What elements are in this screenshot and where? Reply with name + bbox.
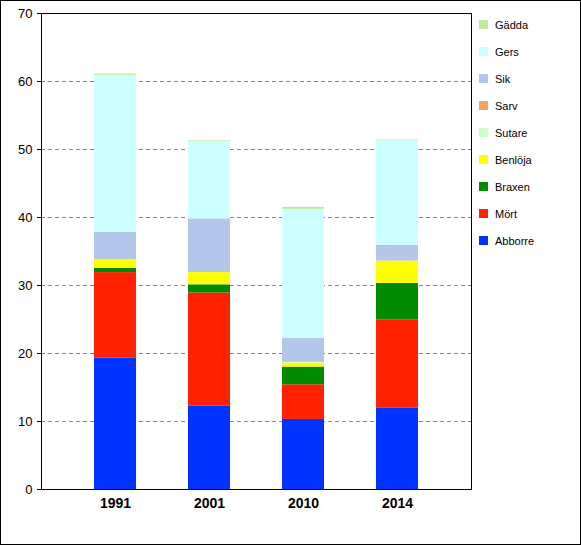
html-text:Sutare: Sutare bbox=[495, 126, 528, 139]
html-text:Gers: Gers bbox=[495, 45, 519, 58]
svg-text:50: 50 bbox=[18, 142, 32, 157]
svg-text:2010: 2010 bbox=[288, 495, 319, 511]
svg-text:40: 40 bbox=[18, 210, 32, 225]
svg-text:2014: 2014 bbox=[382, 495, 413, 511]
html-text:Braxen: Braxen bbox=[495, 180, 530, 193]
html-text:Abborre: Abborre bbox=[495, 234, 535, 247]
svg-text:1991: 1991 bbox=[100, 495, 131, 511]
svg-text:70: 70 bbox=[18, 6, 32, 21]
svg-text:20: 20 bbox=[18, 346, 32, 361]
svg-text:10: 10 bbox=[18, 414, 32, 429]
svg-text:30: 30 bbox=[18, 278, 32, 293]
svg-text:2001: 2001 bbox=[194, 495, 225, 511]
html-text:Benlöja: Benlöja bbox=[495, 153, 532, 166]
svg-text:60: 60 bbox=[18, 74, 32, 89]
html-text:Gädda: Gädda bbox=[495, 18, 528, 31]
html-text:Sik: Sik bbox=[495, 72, 511, 85]
svg-text:0: 0 bbox=[25, 482, 32, 497]
html-text:Sarv: Sarv bbox=[495, 99, 518, 112]
html-text:Mört: Mört bbox=[495, 207, 517, 220]
